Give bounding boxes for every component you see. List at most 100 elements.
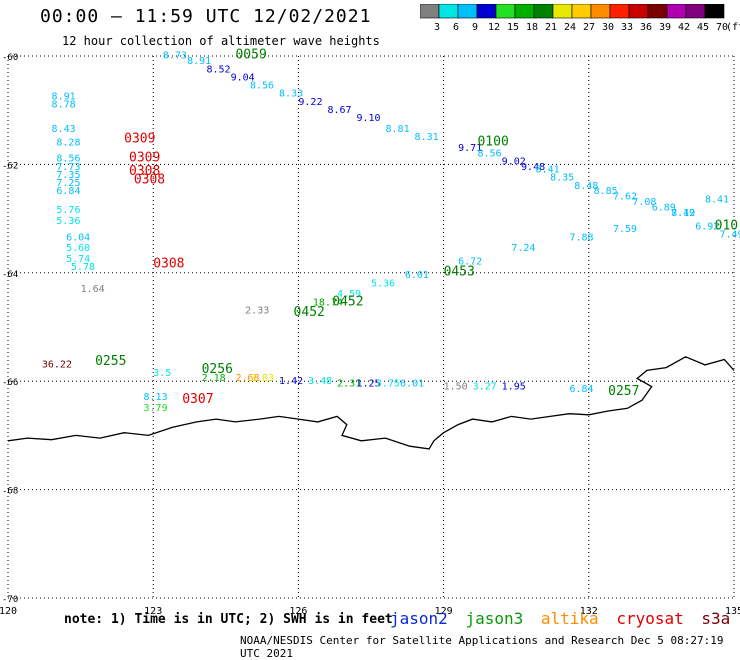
wave-height-label: 5.36: [371, 278, 395, 289]
wave-height-label: 3.5: [153, 368, 171, 379]
pass-time-label: 0309: [129, 151, 160, 166]
pass-time-label: 0308: [129, 164, 160, 179]
wave-height-label: 6.01: [405, 270, 429, 281]
color-scale-label: 45: [697, 22, 709, 33]
wave-height-label: 8.12: [671, 208, 695, 219]
color-scale-label: 15: [507, 22, 519, 33]
color-scale-swatch: [704, 4, 725, 19]
wave-height-label: 3.79: [144, 403, 168, 414]
pass-time-label: 0453: [444, 265, 475, 280]
pass-time-label: 0256: [202, 362, 233, 377]
wave-height-label: 2.31: [337, 379, 361, 390]
wave-height-label: 6.89: [652, 202, 676, 213]
wave-height-label: 2.83: [250, 373, 274, 384]
wave-height-label: 6.01: [400, 379, 424, 390]
lat-tick-label: -64: [2, 270, 18, 280]
wave-height-label: 2.33: [245, 305, 269, 316]
wave-height-label: 3.27: [473, 381, 497, 392]
satellite-legend-jason3: jason3: [465, 609, 524, 628]
color-scale-label: 27: [583, 22, 595, 33]
lat-tick-label: -60: [2, 53, 18, 63]
coastline: [7, 356, 735, 450]
wave-height-label: 8.48: [574, 181, 598, 192]
wave-height-label: 9.02: [502, 156, 526, 167]
wave-height-label: 6.92: [695, 221, 719, 232]
lat-tick-label: -68: [2, 487, 18, 497]
pass-time-label: 0255: [95, 354, 126, 369]
wave-height-label: 8.41: [536, 165, 560, 176]
pass-time-label: 0452: [294, 305, 325, 320]
color-scale-label: 33: [621, 22, 633, 33]
wave-height-label: 7.25: [56, 178, 80, 189]
footer-note: note: 1) Time is in UTC; 2) SWH is in fe…: [64, 612, 393, 627]
wave-height-label: 1.25: [356, 379, 380, 390]
color-scale-label: 70: [716, 22, 728, 33]
credit-line: NOAA/NESDIS Center for Satellite Applica…: [240, 634, 724, 660]
wave-height-label: 8.52: [206, 64, 230, 75]
wave-height-label: 8.28: [56, 137, 80, 148]
lon-tick-label: 126: [289, 606, 307, 617]
wave-height-label: 5.60: [66, 243, 90, 254]
wave-height-label: 9.04: [231, 72, 255, 83]
color-scale-label: 18: [526, 22, 538, 33]
wave-height-label: 8.56: [250, 81, 274, 92]
lon-tick-label: 123: [144, 606, 162, 617]
page-title: 00:00 – 11:59 UTC 12/02/2021: [40, 6, 372, 27]
wave-height-label: 9.10: [356, 113, 380, 124]
wave-height-label: 2.68: [235, 373, 259, 384]
color-scale-label: 12: [488, 22, 500, 33]
wave-height-label: 8.56: [477, 148, 501, 159]
wave-height-label: 7.08: [632, 197, 656, 208]
wave-height-label: 8.13: [144, 392, 168, 403]
wave-height-label: 8.43: [52, 124, 76, 135]
wave-height-label: 8.56: [56, 154, 80, 165]
lon-tick-label: 132: [580, 606, 598, 617]
wave-height-label: 1.64: [81, 284, 105, 295]
satellite-legend-altika: altika: [540, 609, 599, 628]
lat-tick-label: -70: [2, 595, 18, 605]
wave-height-label: 8.85: [594, 186, 618, 197]
wave-height-label: 8.31: [415, 132, 439, 143]
pass-time-label: 0100: [477, 134, 508, 149]
lon-tick-label: 129: [435, 606, 453, 617]
wave-height-label: 1.50: [444, 381, 468, 392]
pass-time-label: 010: [715, 218, 738, 233]
wave-height-label: 8.78: [52, 99, 76, 110]
color-scale-label: 36: [640, 22, 652, 33]
wave-height-label: 8.91: [187, 56, 211, 67]
lat-tick-label: -66: [2, 378, 18, 388]
satellite-legend-cryosat: cryosat: [616, 609, 684, 628]
satellite-legend-jason2: jason2: [390, 609, 448, 628]
wave-height-label: 18.74: [313, 297, 343, 308]
wave-height-label: 5.36: [56, 216, 80, 227]
color-scale-label: 30: [602, 22, 614, 33]
pass-time-label: 0452: [332, 294, 363, 309]
pass-time-label: 0309: [124, 132, 155, 147]
color-scale-label: 42: [678, 22, 690, 33]
wave-height-label: 7.73: [56, 162, 80, 173]
wave-height-label: 4.59: [337, 289, 361, 300]
wave-height-label: 8.91: [52, 91, 76, 102]
wave-height-label: 7.59: [613, 224, 637, 235]
wave-height-label: 8.81: [386, 124, 410, 135]
wave-height-label: 6.84: [569, 384, 593, 395]
color-scale-label: 9: [472, 22, 478, 33]
wave-height-label: 8.41: [705, 194, 729, 205]
wave-height-label: 8.33: [279, 89, 303, 100]
wave-height-label: 7.35: [56, 170, 80, 181]
wave-height-label: 7.49: [719, 230, 740, 241]
wave-height-label: 6.04: [66, 232, 90, 243]
wave-height-label: 7.88: [569, 232, 593, 243]
color-scale-label: 24: [564, 22, 576, 33]
wave-height-label: 3.75: [376, 379, 400, 390]
wave-height-label: 36.22: [42, 360, 72, 371]
wave-height-label: 6.72: [458, 257, 482, 268]
wave-height-label: 1.95: [502, 381, 526, 392]
wave-height-label: 7.49: [671, 208, 695, 219]
pass-time-label: 0308: [134, 172, 165, 187]
wave-height-label: 9.22: [298, 97, 322, 108]
page-subtitle: 12 hour collection of altimeter wave hei…: [62, 34, 380, 48]
wave-height-label: 2.18: [202, 373, 226, 384]
